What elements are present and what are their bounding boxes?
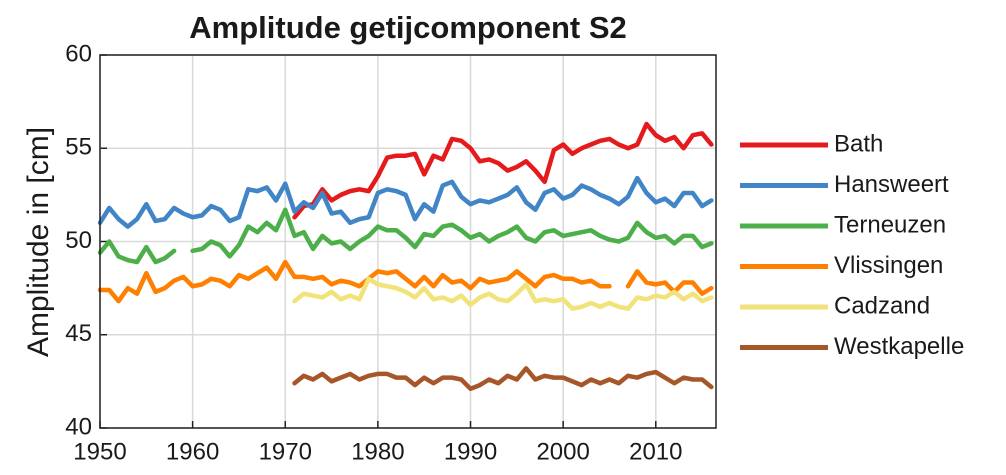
- x-tick-label: 2010: [629, 438, 682, 465]
- series-line: [292, 121, 714, 220]
- series-line: [292, 366, 714, 392]
- y-tick-label: 45: [65, 320, 92, 347]
- x-tick-label: 2000: [536, 438, 589, 465]
- chart-title: Amplitude getijcomponent S2: [189, 10, 626, 45]
- legend-label: Hansweert: [834, 171, 949, 198]
- legend-label: Bath: [834, 130, 883, 157]
- y-tick-label: 60: [65, 40, 92, 67]
- legend-label: Terneuzen: [834, 211, 946, 238]
- legend-label: Westkapelle: [834, 333, 964, 360]
- x-tick-label: 1950: [73, 438, 126, 465]
- series-line: [97, 207, 714, 265]
- y-tick-label: 55: [65, 134, 92, 161]
- series-line: [97, 259, 714, 304]
- y-tick-label: 50: [65, 227, 92, 254]
- y-tick-label: 40: [65, 413, 92, 440]
- x-tick-label: 1970: [259, 438, 312, 465]
- x-tick-label: 1990: [444, 438, 497, 465]
- series-line: [292, 276, 714, 311]
- plot-frame: [99, 54, 717, 429]
- legend-label: Vlissingen: [834, 252, 943, 279]
- x-tick-label: 1960: [166, 438, 219, 465]
- y-axis-label: Amplitude in [cm]: [22, 127, 55, 357]
- legend-label: Cadzand: [834, 292, 930, 319]
- series-line: [97, 175, 714, 229]
- x-tick-label: 1980: [351, 438, 404, 465]
